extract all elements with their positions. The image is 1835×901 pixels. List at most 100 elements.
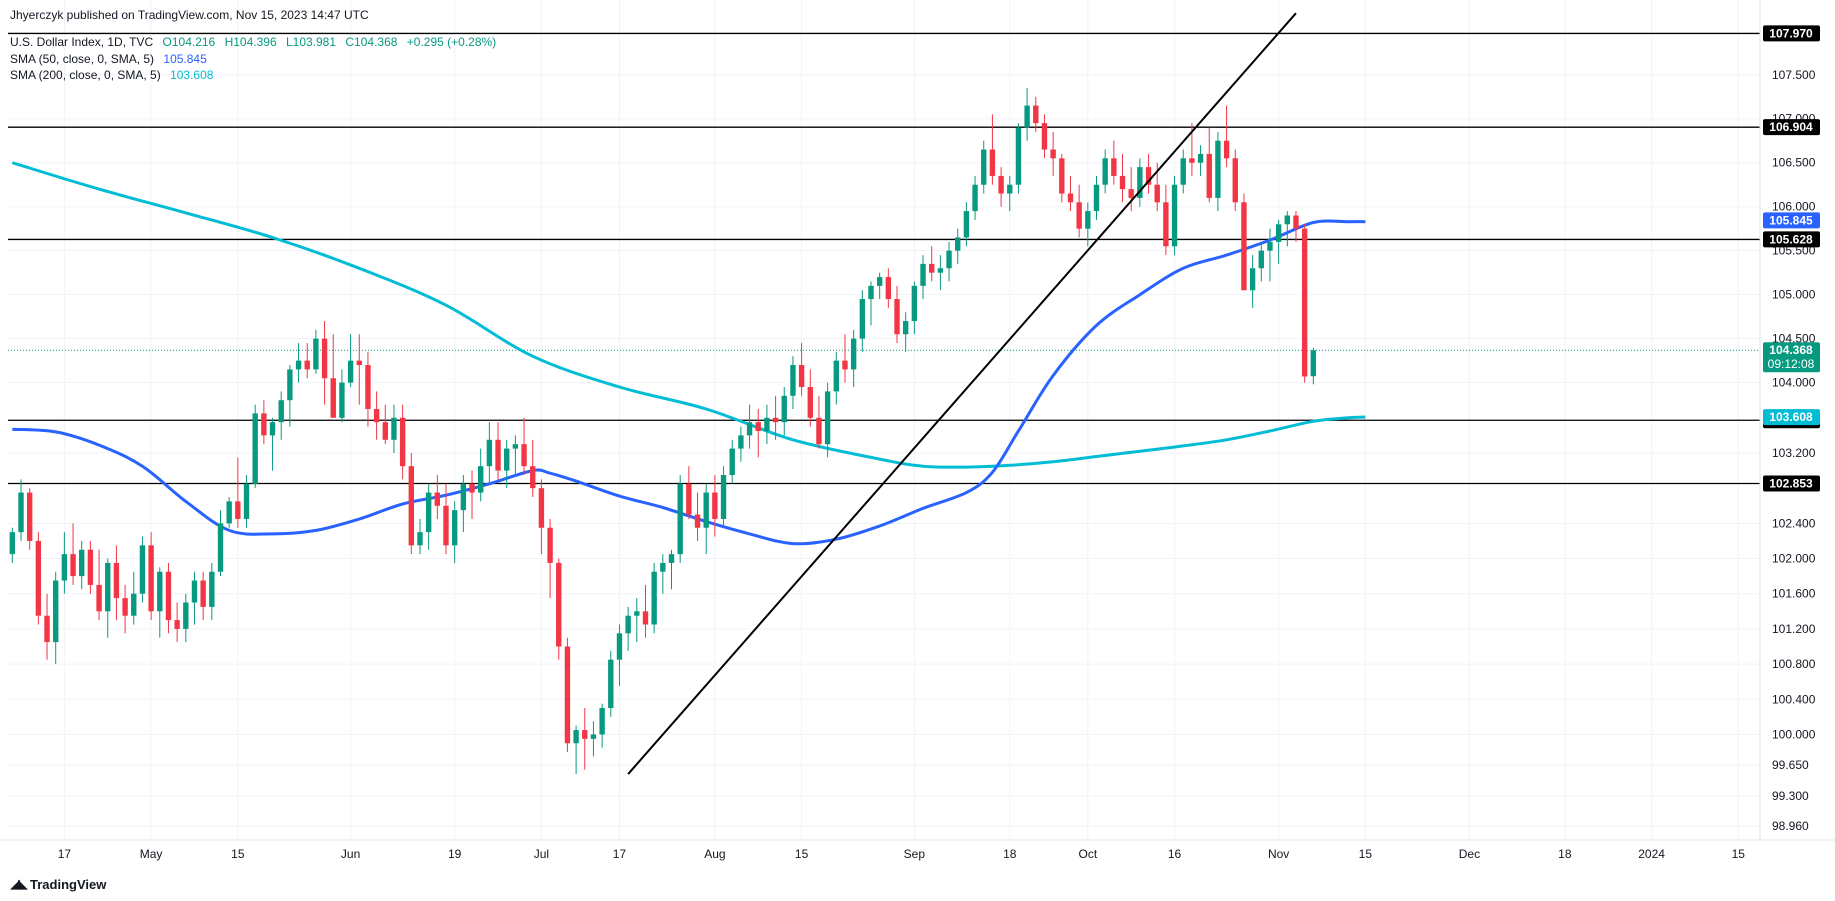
price-badge: 103.608 [1763, 409, 1820, 426]
y-tick-label: 99.650 [1772, 758, 1809, 772]
candle-body [1024, 105, 1030, 128]
candle [1007, 175, 1013, 212]
x-tick-label: Aug [704, 847, 725, 861]
candle-body [981, 149, 987, 185]
candle [9, 527, 16, 563]
tradingview-brand[interactable]: ◢◣ TradingView [10, 876, 106, 892]
candle-body [868, 285, 874, 300]
candle-body [859, 299, 866, 339]
candle [616, 624, 623, 687]
candle [478, 448, 484, 502]
symbol-title[interactable]: U.S. Dollar Index, 1D, TVC [10, 35, 154, 49]
candle-body [894, 299, 900, 335]
y-tick-label: 106.500 [1772, 156, 1816, 170]
candle-body [313, 338, 319, 370]
candle-body [217, 523, 224, 572]
badge-value: 105.845 [1769, 213, 1813, 227]
candle [625, 606, 631, 651]
candle [582, 708, 588, 770]
candle-body [96, 584, 102, 612]
candle-body [790, 365, 796, 396]
candle [1076, 184, 1082, 238]
candle [373, 391, 380, 440]
candle [755, 409, 761, 458]
candle [972, 175, 978, 220]
trendline[interactable] [627, 12, 1297, 775]
candle [269, 417, 276, 471]
candle [165, 562, 172, 634]
candle-body [1015, 127, 1022, 185]
candle [1102, 149, 1108, 194]
sma-200-line [11, 161, 1366, 469]
candle-body [1310, 350, 1317, 377]
candle [105, 558, 111, 638]
candle [1223, 105, 1230, 168]
y-tick-label: 98.960 [1772, 819, 1809, 833]
candle [451, 501, 458, 563]
candle [556, 558, 562, 660]
candle [1041, 114, 1048, 159]
candle [122, 584, 128, 634]
candle-body [278, 400, 284, 423]
candle-body [1093, 184, 1100, 212]
candle-body [582, 730, 588, 739]
candle-body [495, 439, 501, 471]
candle-body [538, 488, 545, 528]
y-axis[interactable]: 107.500107.000106.500106.000105.500105.0… [1772, 68, 1816, 833]
candle [850, 329, 857, 388]
candle-body [798, 365, 805, 388]
x-axis[interactable]: 17 May 15 Jun 19 Jul 17 Aug 15 Sep 18 Oct 16 Nov 15 Dec… [58, 847, 1746, 861]
x-tick-label: 2024 [1638, 847, 1665, 861]
candle-body [720, 474, 727, 519]
x-tick-label: 15 [795, 847, 809, 861]
candle [842, 334, 848, 383]
candle-body [955, 237, 961, 251]
candle [1180, 149, 1186, 194]
badge-bg [1763, 212, 1820, 229]
candle-body [929, 263, 935, 273]
badge-value: 104.368 [1769, 343, 1813, 357]
candle-body [165, 571, 172, 621]
candle-body [946, 250, 952, 269]
sma-200-label: SMA (200, close, 0, SMA, 5) [10, 68, 161, 82]
candle-body [469, 483, 475, 493]
candle [235, 457, 241, 528]
tradingview-logo-icon: ◢◣ [10, 876, 28, 891]
candle [1015, 123, 1022, 194]
legend-sma-50[interactable]: SMA (50, close, 0, SMA, 5) 105.845 [10, 52, 213, 66]
candle [183, 593, 189, 643]
candle [1111, 140, 1117, 185]
candle [547, 518, 553, 599]
candle [902, 312, 909, 352]
candle [781, 387, 787, 436]
candle-body [911, 285, 918, 322]
level-badge: 105.628 [1763, 231, 1820, 248]
candle-body [269, 422, 276, 436]
candle [1067, 175, 1074, 212]
candle-body [937, 268, 944, 273]
candle-body [1215, 140, 1221, 198]
y-tick-label: 104.500 [1772, 332, 1816, 346]
candle [677, 474, 683, 563]
badge-bg [1763, 342, 1820, 373]
candle-body [824, 391, 831, 445]
candle [157, 567, 163, 638]
candle-body [79, 549, 85, 577]
candle-body [1119, 175, 1126, 190]
badge-value: 102.853 [1769, 477, 1813, 491]
candle-body [1050, 149, 1056, 159]
candle-body [833, 360, 839, 392]
legend-sma-200[interactable]: SMA (200, close, 0, SMA, 5) 103.608 [10, 68, 219, 82]
candle [573, 725, 579, 775]
candle-body [261, 413, 267, 436]
candle [920, 255, 926, 300]
candle-body [1137, 167, 1143, 198]
candle-body [391, 417, 397, 440]
candle-body [131, 593, 137, 616]
candle-body [1041, 123, 1048, 150]
candle-body [209, 571, 215, 607]
x-tick-label: 15 [231, 847, 245, 861]
y-tick-label: 102.400 [1772, 516, 1816, 530]
candle [382, 404, 388, 445]
